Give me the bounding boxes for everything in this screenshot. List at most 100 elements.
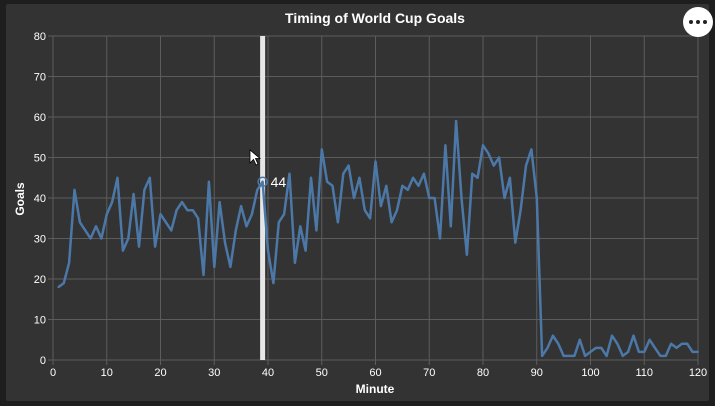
data-point (164, 221, 167, 224)
y-tick-label: 60 (34, 112, 46, 124)
data-point (68, 261, 71, 264)
data-point (175, 209, 178, 212)
data-point (218, 201, 221, 204)
x-tick-label: 60 (369, 367, 381, 379)
data-point (224, 241, 226, 244)
data-point (396, 209, 398, 212)
data-point (84, 229, 87, 232)
y-tick-label: 40 (34, 193, 46, 205)
data-point (675, 346, 678, 349)
data-point (401, 184, 404, 187)
data-points (57, 120, 699, 357)
y-tick-label: 50 (34, 153, 46, 165)
data-point (138, 245, 140, 248)
x-axis: 0 10 20 30 40 50 60 70 80 90 100 110 120 (50, 359, 707, 379)
data-point (621, 354, 624, 357)
data-point (342, 172, 345, 175)
data-point (148, 176, 151, 179)
data-point (57, 286, 60, 289)
data-point (589, 350, 592, 353)
data-point (272, 282, 275, 285)
data-point (686, 342, 689, 345)
data-point (299, 225, 302, 228)
data-point (530, 148, 533, 151)
data-point (568, 354, 570, 357)
data-point (648, 338, 651, 341)
data-point (240, 205, 243, 208)
data-point (508, 176, 511, 179)
data-point (78, 221, 81, 224)
data-point (406, 188, 409, 191)
x-tick-label: 40 (262, 367, 274, 379)
data-point (525, 164, 527, 167)
x-tick-label: 0 (50, 367, 56, 379)
data-point (541, 354, 544, 357)
data-point (514, 241, 517, 244)
data-point (116, 176, 119, 179)
data-point (379, 205, 382, 208)
data-point (417, 184, 420, 187)
data-point (213, 265, 216, 268)
data-point (100, 237, 103, 240)
chart-frame (6, 4, 709, 401)
data-point (670, 342, 673, 345)
data-point (482, 144, 484, 147)
data-point (390, 221, 393, 224)
data-point (374, 160, 377, 163)
data-point (422, 172, 425, 175)
data-point (369, 217, 372, 220)
data-point (283, 213, 286, 216)
data-point (111, 201, 114, 204)
data-point (412, 176, 415, 179)
data-point (363, 209, 366, 212)
data-point (326, 180, 329, 183)
data-point (471, 172, 474, 175)
data-point (691, 350, 694, 353)
x-axis-title: Minute (356, 382, 395, 396)
chart-title: Timing of World Cup Goals (285, 10, 465, 26)
data-point (62, 282, 65, 285)
goals-series-line (57, 119, 698, 358)
data-point (132, 192, 135, 195)
data-point (331, 184, 334, 187)
data-point (428, 197, 431, 199)
data-point (261, 180, 264, 183)
data-point (181, 201, 183, 204)
data-point (476, 176, 479, 179)
data-point (616, 342, 619, 345)
data-point (664, 354, 667, 357)
x-tick-label: 110 (635, 367, 653, 379)
data-point (105, 213, 108, 216)
y-tick-label: 0 (40, 355, 46, 367)
x-tick-label: 80 (477, 367, 489, 379)
data-point (562, 354, 565, 357)
data-point (267, 249, 269, 252)
data-point (439, 237, 441, 240)
data-point (202, 273, 205, 276)
data-point (143, 188, 146, 191)
data-point (336, 221, 339, 224)
data-point (347, 164, 350, 167)
y-tick-label: 30 (34, 234, 46, 246)
y-tick-label: 10 (34, 315, 46, 327)
hover-point-marker (257, 176, 268, 188)
data-point (546, 346, 549, 349)
y-axis-title: Goals (13, 182, 27, 216)
data-point (643, 350, 646, 353)
x-tick-label: 50 (316, 367, 328, 379)
data-point (519, 209, 522, 212)
data-point (353, 197, 355, 199)
data-point (654, 346, 656, 349)
data-point (159, 213, 162, 216)
data-point (460, 197, 463, 199)
data-point (632, 334, 635, 337)
data-point (186, 209, 189, 212)
data-point (535, 197, 538, 199)
hover-value-label: 44 (271, 174, 287, 190)
data-point (256, 188, 259, 191)
chart-menu-button[interactable] (683, 7, 713, 37)
x-tick-label: 100 (581, 367, 599, 379)
data-point (229, 265, 232, 268)
grid-lines (52, 35, 699, 361)
